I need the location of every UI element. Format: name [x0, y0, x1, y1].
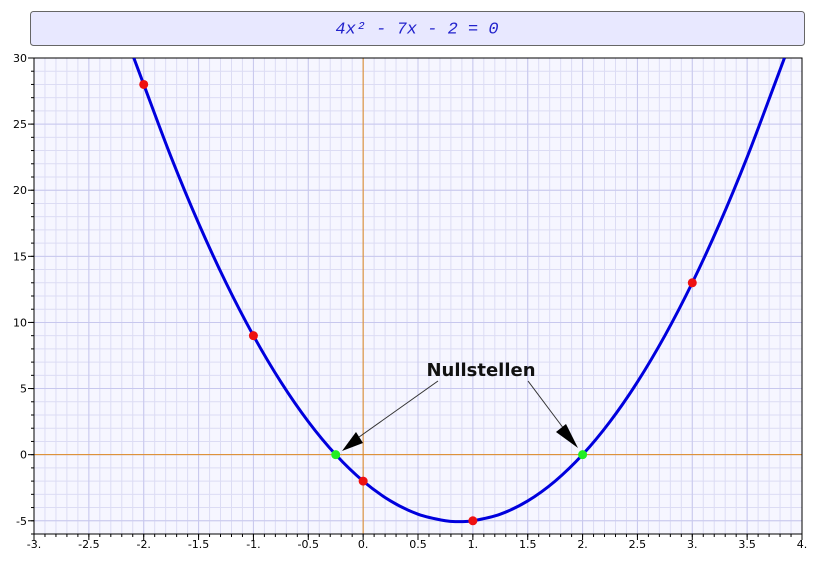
x-tick-label: -0.5	[298, 538, 319, 551]
root-point	[578, 450, 588, 460]
annotation: Nullstellen	[426, 360, 535, 381]
annotation-arrow	[351, 380, 439, 443]
x-tick-label: 3.	[687, 538, 698, 551]
x-tick-label: -2.	[136, 538, 150, 551]
x-tick-label: 1.5	[519, 538, 537, 551]
x-tick-label: -1.5	[188, 538, 209, 551]
x-tick-label: -1.	[246, 538, 260, 551]
y-tick-label: 30	[13, 52, 27, 65]
arrow-head	[342, 432, 363, 451]
y-tick-label: 0	[20, 449, 27, 462]
y-tick-label: 20	[13, 184, 27, 197]
title-box	[30, 11, 805, 46]
x-tick-label: -2.5	[78, 538, 99, 551]
x-tick-label: 4.	[797, 538, 808, 551]
chart-title: 4x² - 7x - 2 = 0	[335, 20, 498, 39]
point	[139, 79, 149, 89]
y-tick-label: -5	[16, 515, 27, 528]
x-tick-label: 2.5	[629, 538, 647, 551]
point	[468, 516, 478, 526]
x-tick-label: 0.5	[409, 538, 427, 551]
y-tick-label: 10	[13, 316, 27, 329]
x-tick-label: 2.	[577, 538, 588, 551]
point	[248, 331, 258, 341]
y-tick-label: 15	[13, 250, 27, 263]
y-tick-label: 5	[20, 383, 27, 396]
arrow-head	[556, 424, 578, 448]
x-tick-label: 0.	[358, 538, 369, 551]
y-tick-label: 25	[13, 118, 27, 131]
point	[687, 278, 697, 288]
point	[358, 476, 368, 486]
x-tick-label: 3.5	[738, 538, 756, 551]
plot-frame	[33, 57, 803, 535]
x-tick-label: -3.	[27, 538, 41, 551]
x-tick-label: 1.	[468, 538, 479, 551]
root-point	[331, 450, 341, 460]
